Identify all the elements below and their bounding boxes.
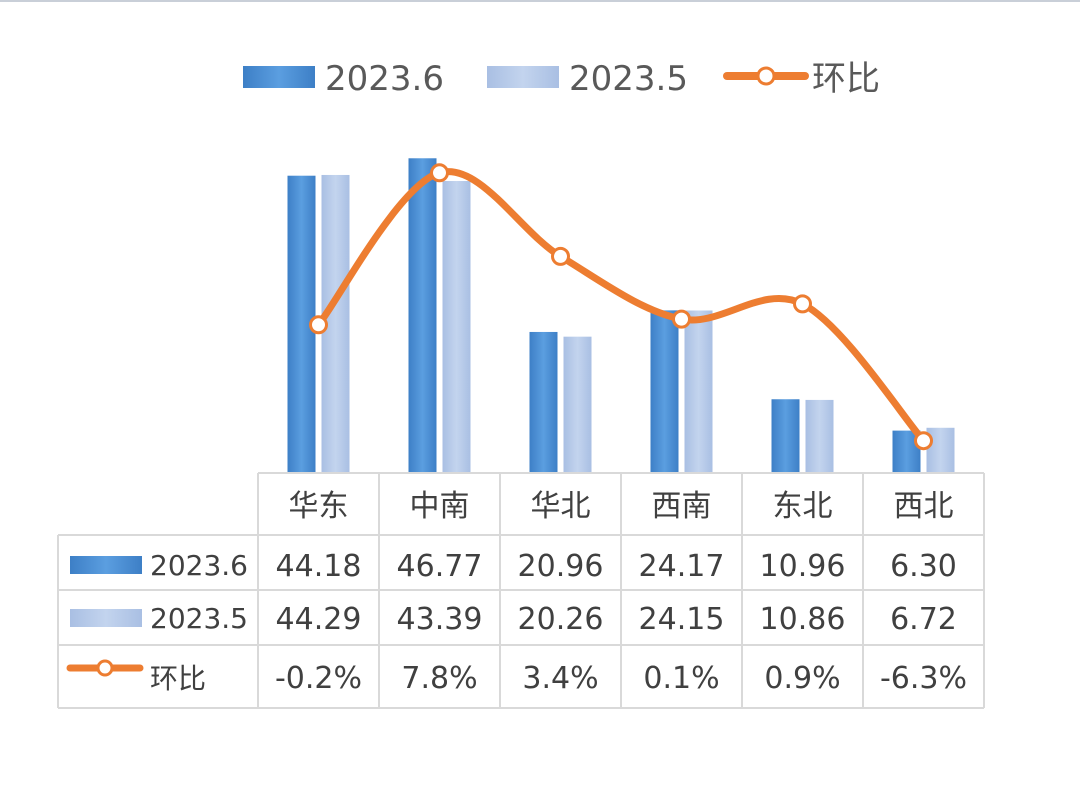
line-point-4 [793,294,812,314]
table-cell-jun-3: 24.17 [639,549,725,584]
bar-jun-3 [650,310,679,473]
category-label-2: 华北 [531,489,591,524]
category-label-1: 中南 [410,489,470,524]
table-cell-jun-1: 46.77 [397,549,483,584]
table-row-label-mom: 环比 [150,662,206,695]
bar-may-2 [563,336,592,473]
table-cell-mom-5: -6.3% [880,661,967,696]
table-cell-jun-0: 44.18 [276,549,362,584]
legend-swatch-1 [487,66,559,88]
table-cell-jun-2: 20.96 [518,549,604,584]
line-series-path [315,168,927,445]
bar-jun-4 [771,399,800,473]
top-rule [0,0,1080,2]
table-cell-mom-4: 0.9% [764,661,840,696]
table-cell-mom-3: 0.1% [643,661,719,696]
category-label-0: 华东 [289,489,349,524]
legend-line-marker [756,66,776,86]
legend-label-0: 2023.6 [325,59,444,99]
table-cell-may-2: 20.26 [518,602,604,637]
category-label-3: 西南 [652,489,712,524]
bar-may-1 [442,181,471,473]
legend-label-2: 环比 [812,59,880,99]
table-cell-may-1: 43.39 [397,602,483,637]
table-cell-may-0: 44.29 [276,602,362,637]
category-label-5: 西北 [894,489,954,524]
bar-jun-1 [408,158,437,474]
legend-label-1: 2023.5 [569,59,688,99]
table-cell-mom-0: -0.2% [275,661,362,696]
line-point-1 [430,163,449,183]
table-cell-may-3: 24.15 [639,602,725,637]
legend-swatch-0 [243,66,315,88]
line-point-2 [551,246,570,266]
bar-jun-2 [529,331,558,473]
table-cell-may-4: 10.86 [760,602,846,637]
table-cell-jun-5: 6.30 [890,549,957,584]
table-swatch-marker [96,659,114,677]
table-cell-mom-2: 3.4% [522,661,598,696]
table-row-label-jun: 2023.6 [150,549,248,582]
table-swatch-jun [70,556,142,574]
line-point-0 [309,315,328,335]
table-cell-jun-4: 10.96 [760,549,846,584]
table-cell-mom-1: 7.8% [401,661,477,696]
category-label-4: 东北 [773,489,833,524]
table-swatch-may [70,609,142,627]
line-point-3 [672,309,691,329]
table-cell-may-5: 6.72 [890,602,957,637]
line-point-5 [914,431,933,451]
bar-may-3 [684,310,713,473]
bar-may-4 [805,399,834,473]
table-row-label-may: 2023.5 [150,602,248,635]
